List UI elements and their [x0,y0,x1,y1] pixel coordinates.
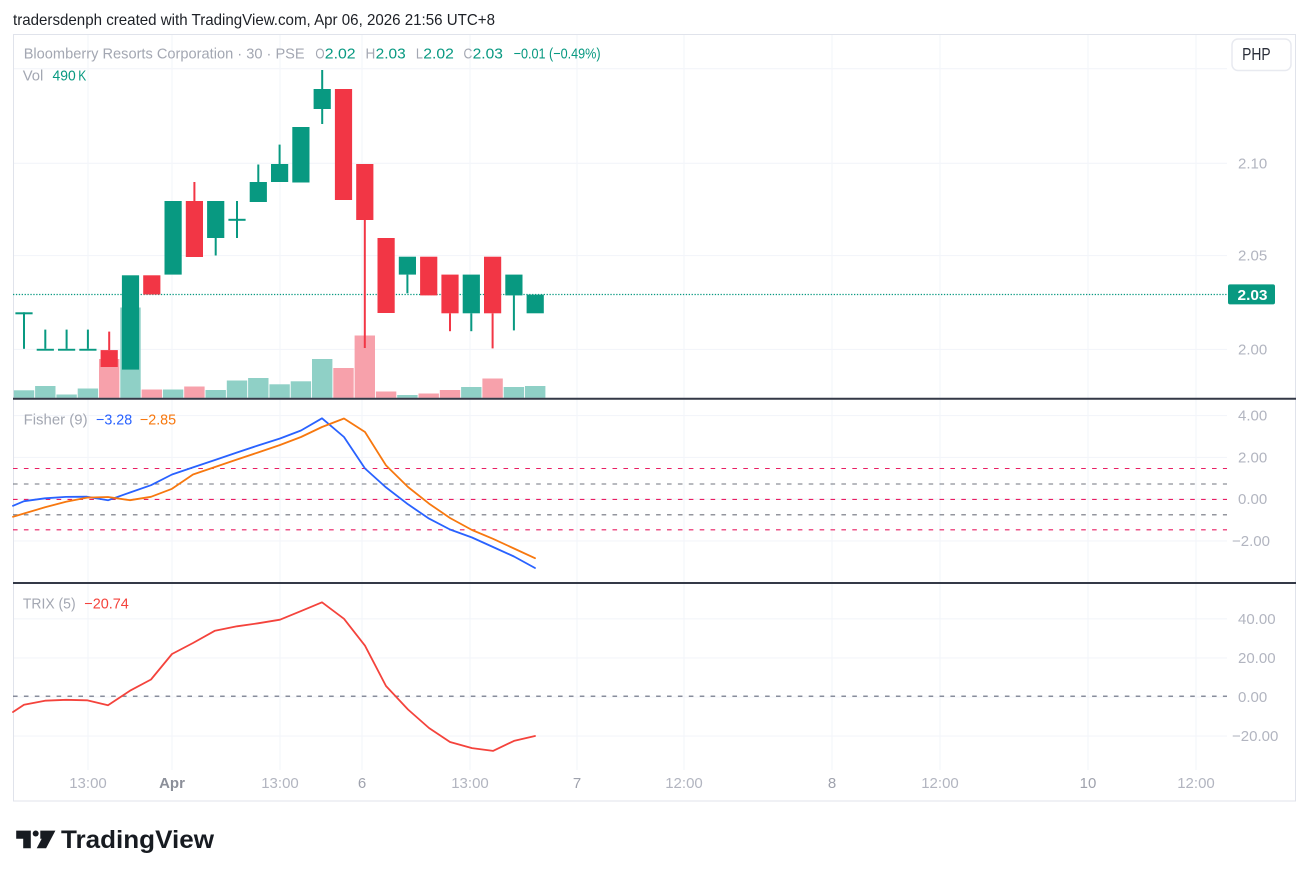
svg-text:2.03: 2.03 [473,46,503,63]
svg-text:0.00: 0.00 [1238,689,1267,706]
svg-text:6: 6 [358,775,366,792]
svg-text:13:00: 13:00 [261,775,299,792]
svg-text:490: 490 [53,67,76,84]
svg-text:13:00: 13:00 [69,775,107,792]
svg-text:−3.28: −3.28 [96,412,132,429]
svg-text:Vol: Vol [23,67,44,84]
svg-text:10: 10 [1080,775,1097,792]
svg-text:2.05: 2.05 [1238,248,1267,265]
svg-text:−0.01 (−0.49%): −0.01 (−0.49%) [514,46,601,63]
svg-text:2.02: 2.02 [325,46,356,63]
svg-text:2.03: 2.03 [376,46,406,63]
svg-text:Fisher (9): Fisher (9) [24,412,88,429]
svg-text:H: H [366,46,376,63]
svg-text:2.02: 2.02 [423,46,454,63]
svg-text:C: C [464,46,473,63]
svg-text:0.00: 0.00 [1238,491,1267,508]
svg-text:12:00: 12:00 [921,775,959,792]
svg-text:20.00: 20.00 [1238,650,1276,667]
svg-text:2.10: 2.10 [1238,156,1267,173]
svg-text:L: L [416,46,423,63]
svg-text:−2.85: −2.85 [140,412,176,429]
svg-text:TradingView: TradingView [61,826,215,854]
svg-text:2.00: 2.00 [1238,449,1267,466]
svg-text:−20.74: −20.74 [84,596,129,613]
svg-text:TRIX (5): TRIX (5) [23,596,76,613]
svg-text:Bloomberry Resorts Corporation: Bloomberry Resorts Corporation · 30 · PS… [24,46,305,63]
svg-text:−2.00: −2.00 [1232,533,1270,550]
svg-text:4.00: 4.00 [1238,408,1267,425]
svg-text:40.00: 40.00 [1238,611,1276,628]
svg-text:12:00: 12:00 [1177,775,1215,792]
svg-text:13:00: 13:00 [451,775,489,792]
svg-text:K: K [78,67,86,84]
svg-text:PHP: PHP [1242,44,1271,64]
svg-text:7: 7 [573,775,581,792]
svg-text:Apr: Apr [159,775,185,792]
svg-text:2.03: 2.03 [1238,287,1268,304]
svg-text:tradersdenph created with Trad: tradersdenph created with TradingView.co… [13,12,495,29]
svg-text:O: O [315,46,324,63]
svg-text:12:00: 12:00 [665,775,703,792]
svg-text:2.00: 2.00 [1238,342,1267,359]
svg-text:−20.00: −20.00 [1232,728,1278,745]
svg-text:8: 8 [828,775,836,792]
